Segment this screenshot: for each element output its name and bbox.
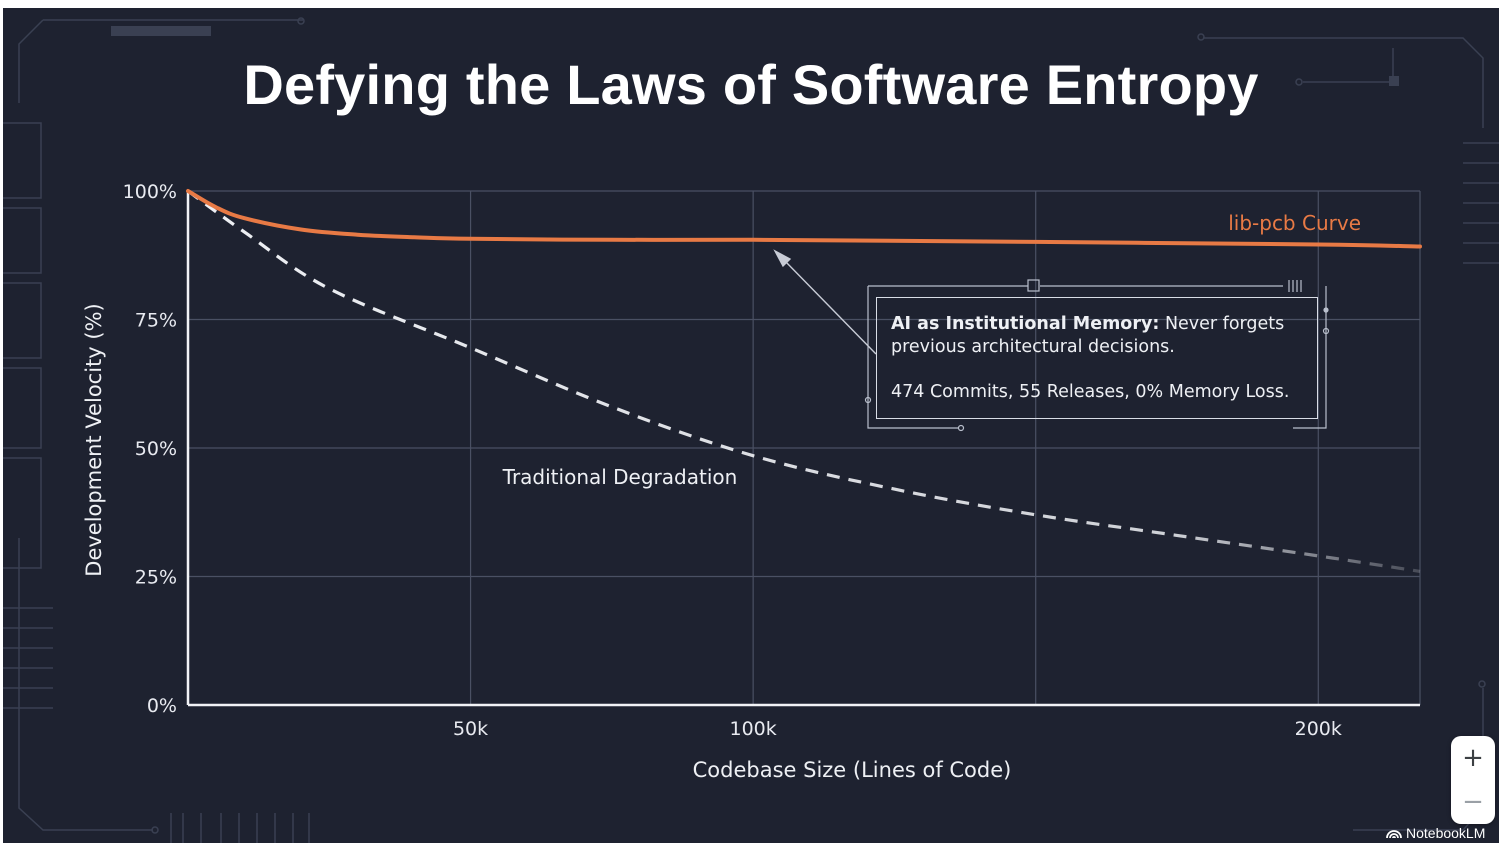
zoom-controls: + −	[1451, 736, 1495, 824]
notebooklm-logo-icon	[1386, 830, 1402, 839]
y-tick-label: 100%	[123, 181, 177, 203]
y-axis-title: Development Velocity (%)	[82, 303, 106, 576]
traditional-degradation-line	[187, 189, 1421, 573]
brand-name: NotebookLM	[1406, 825, 1486, 841]
chart-labels: lib-pcb Curve Traditional Degradation Code…	[82, 211, 1361, 782]
callout-frame-decoration	[864, 279, 1330, 432]
traditional-degradation-label: Traditional Degradation	[502, 465, 738, 489]
x-axis-title: Codebase Size (Lines of Code)	[693, 758, 1012, 782]
x-tick-label: 50k	[453, 718, 488, 740]
velocity-chart: 0% 25% 50% 75% 100% 50k 100k 200k lib-pcb Curve…	[82, 181, 1422, 782]
lib-pcb-curve-label: lib-pcb Curve	[1228, 211, 1361, 235]
callout-text: Never forgets previous architectural dec…	[891, 314, 1285, 357]
tick-labels: 0% 25% 50% 75% 100% 50k 100k 200k	[123, 181, 1342, 740]
callout-stats: 474 Commits, 55 Releases, 0% Memory Loss…	[891, 382, 1290, 402]
slide-title: Defying the Laws of Software Entropy	[243, 53, 1259, 116]
lib-pcb-curve-line	[186, 189, 1422, 249]
series-lines	[186, 189, 1422, 573]
x-tick-label: 100k	[729, 718, 776, 740]
annotation-callout: AI as Institutional Memory: Never forget…	[876, 297, 1318, 419]
y-tick-label: 0%	[147, 695, 177, 717]
callout-heading: AI as Institutional Memory:	[891, 314, 1160, 334]
zoom-in-button[interactable]: +	[1462, 743, 1484, 773]
x-tick-label: 200k	[1295, 718, 1342, 740]
y-tick-label: 50%	[135, 438, 177, 460]
y-tick-label: 75%	[135, 310, 177, 332]
y-tick-label: 25%	[135, 567, 177, 589]
callout-description: AI as Institutional Memory: Never forget…	[891, 313, 1303, 359]
axes	[186, 191, 1420, 707]
notebooklm-watermark: NotebookLM	[1386, 825, 1485, 841]
slide: Defying the Laws of Software Entropy 0% 2…	[3, 8, 1499, 843]
annotation-arrow	[773, 249, 877, 355]
grid-lines	[188, 190, 1421, 705]
zoom-out-button[interactable]: −	[1462, 787, 1484, 817]
